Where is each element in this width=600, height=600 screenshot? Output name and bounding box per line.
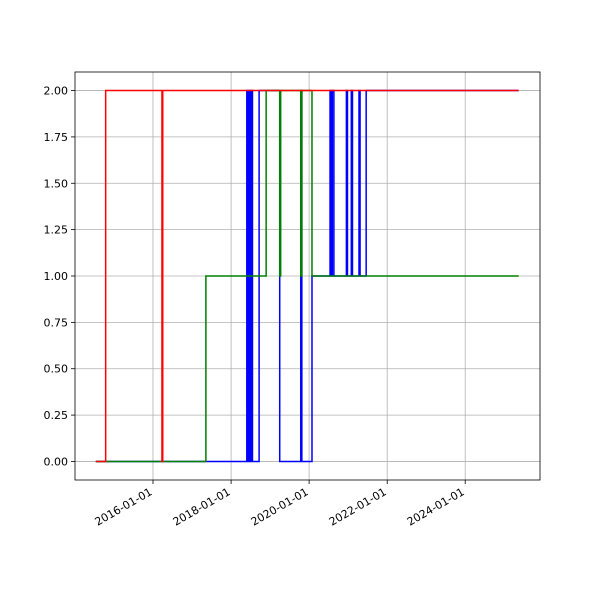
y-tick-label: 2.00 — [44, 85, 69, 98]
x-tick-label: 2024-01-01 — [405, 485, 467, 528]
plot-frame — [74, 71, 541, 481]
y-tick-label: 0.50 — [44, 363, 69, 376]
y-tick-label: 1.75 — [44, 131, 69, 144]
y-tick-label: 0.25 — [44, 409, 69, 422]
x-tick-label: 2020-01-01 — [249, 485, 311, 528]
y-tick-label: 1.50 — [44, 177, 69, 190]
x-tick-label: 2016-01-01 — [93, 485, 155, 528]
x-tick-label: 2018-01-01 — [171, 485, 233, 528]
series-line — [95, 89, 519, 463]
y-tick-label: 0.00 — [44, 455, 69, 468]
y-tick-label: 1.00 — [44, 270, 69, 283]
x-tick-label: 2022-01-01 — [327, 485, 389, 528]
y-tick-label: 1.25 — [44, 224, 69, 237]
y-tick-label: 0.75 — [44, 316, 69, 329]
